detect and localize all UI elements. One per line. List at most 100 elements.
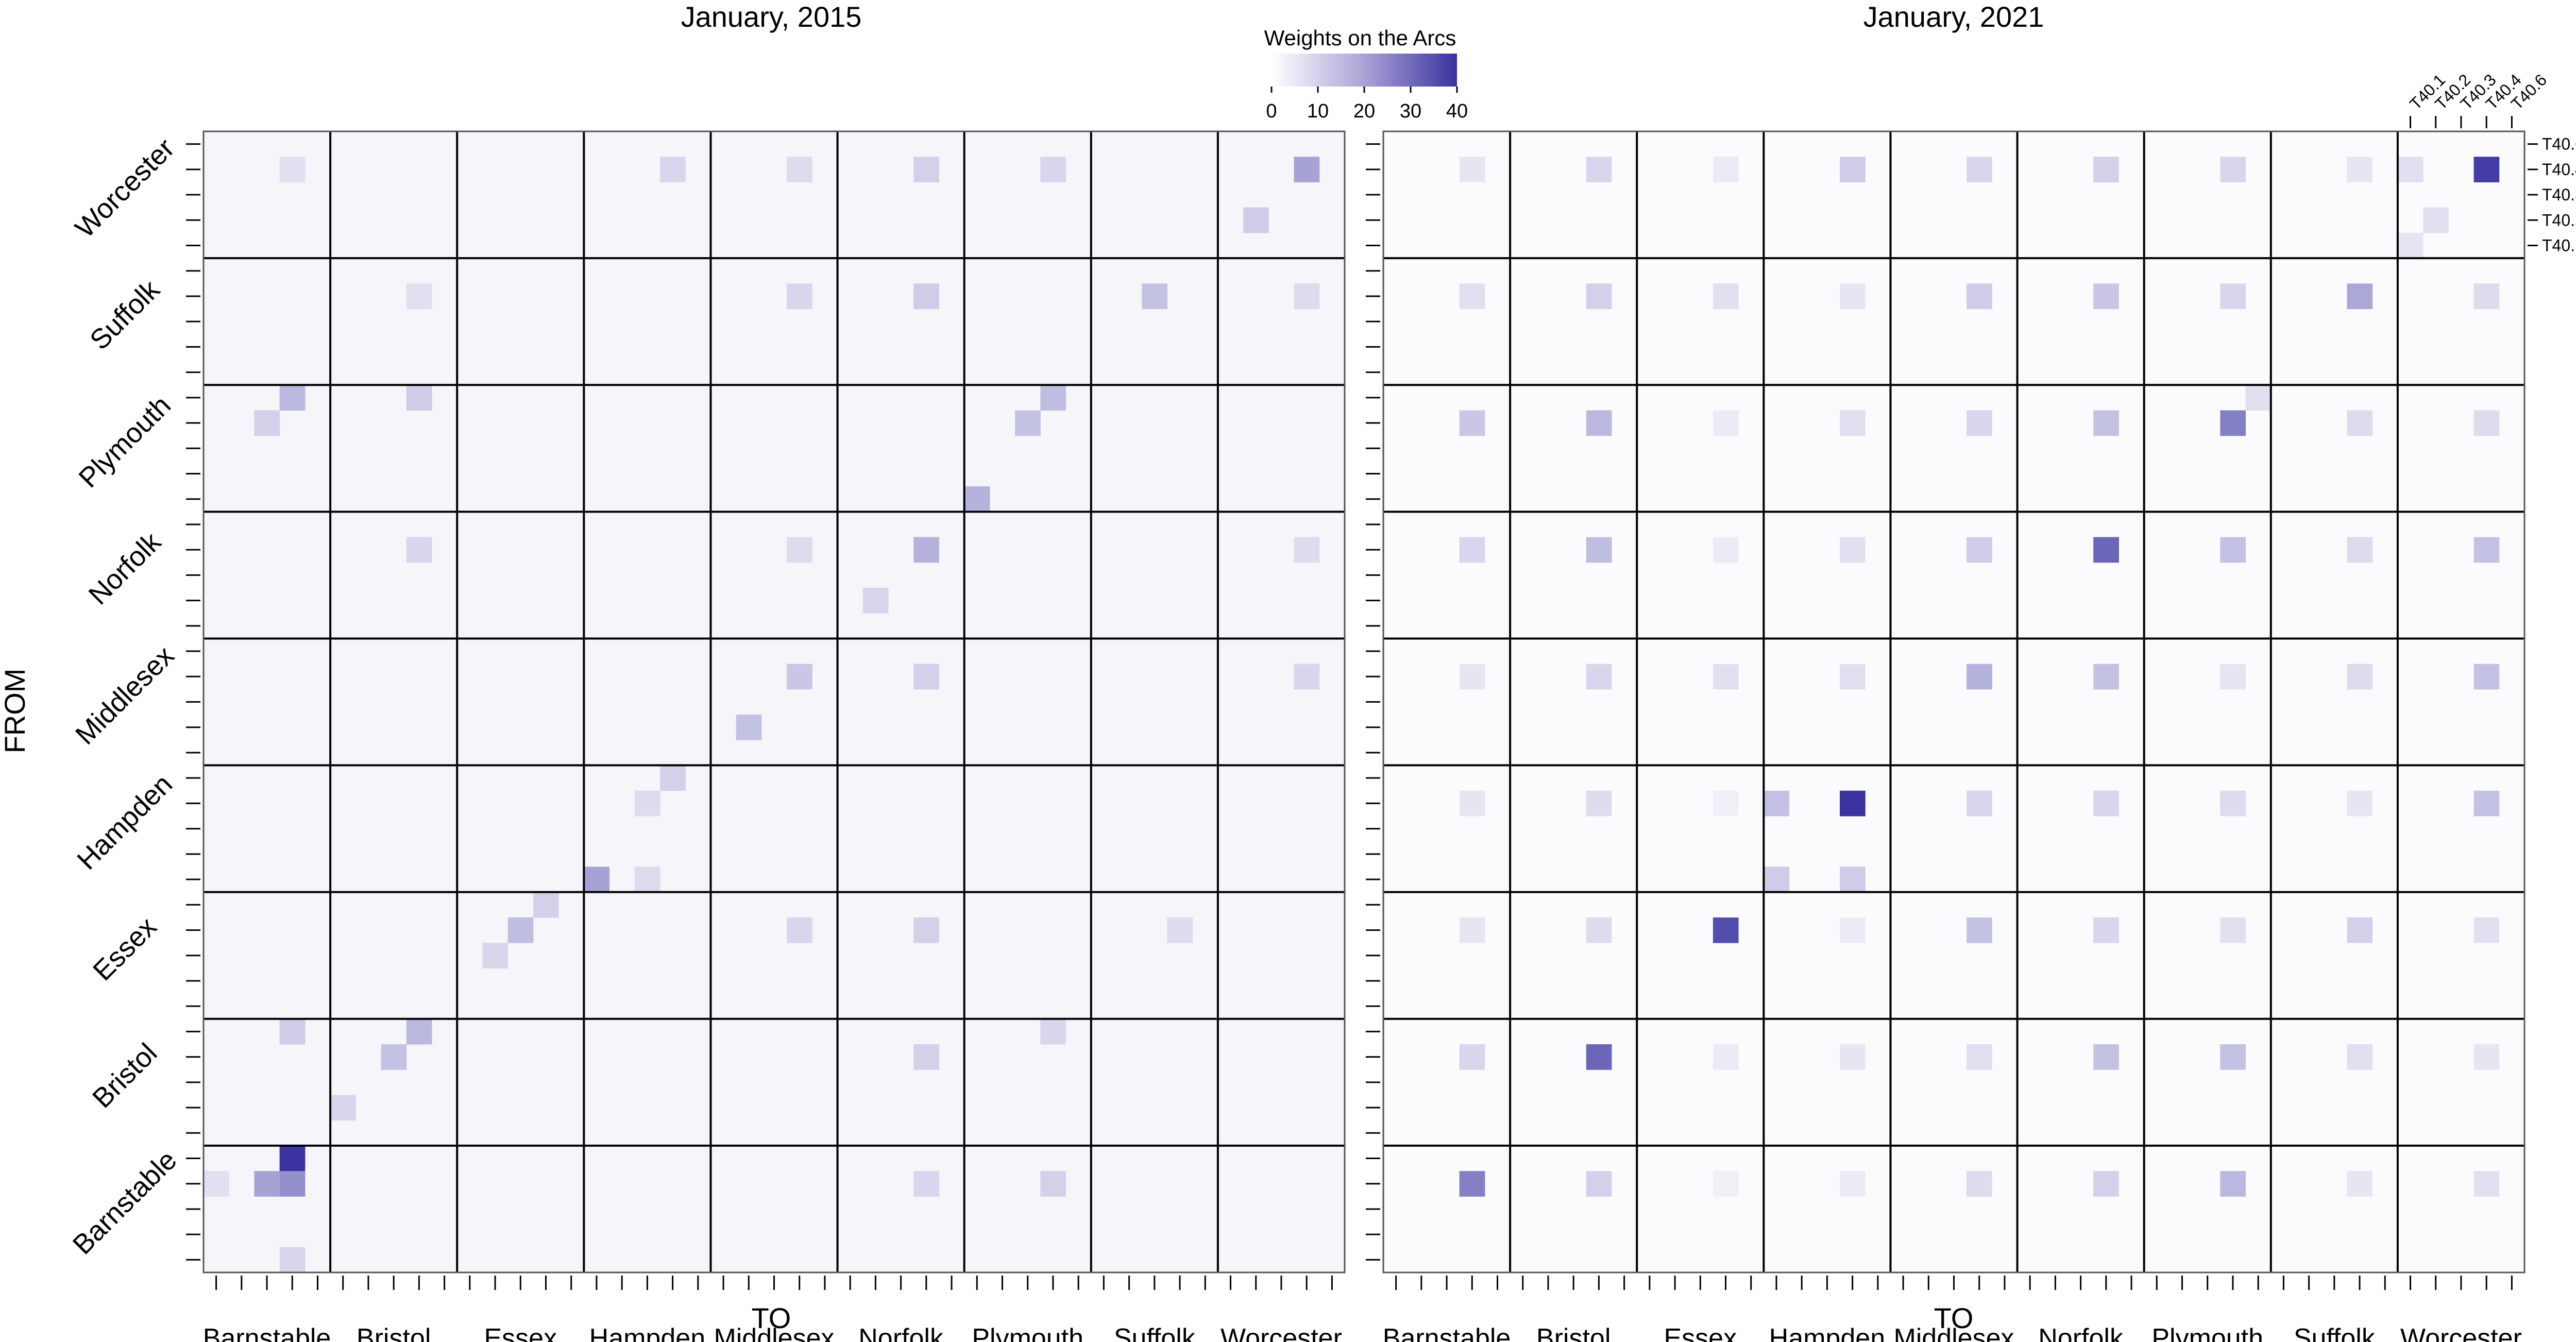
heatmap-cell	[330, 1095, 356, 1121]
legend-title: Weights on the Arcs	[1264, 26, 1456, 50]
heatmap-cell	[787, 664, 812, 690]
sub-level-label-right: T40.2	[2542, 211, 2576, 229]
heatmap-cell	[2093, 157, 2119, 182]
heatmap-cell	[2347, 790, 2373, 817]
heatmap-cell	[862, 588, 889, 614]
heatmap-cell	[1142, 283, 1167, 310]
left-panel-title: January, 2015	[681, 1, 862, 33]
heatmap-cell	[1586, 1171, 1612, 1197]
x-block-label: Worcester	[1221, 1323, 1342, 1342]
heatmap-cell	[1713, 917, 1739, 943]
y-block-label: Suffolk	[84, 274, 166, 355]
x-block-label: Middlesex	[1893, 1323, 2014, 1342]
heatmap-cell	[254, 1171, 280, 1197]
heatmap-cell	[2347, 1044, 2373, 1070]
x-block-label: Worcester	[2400, 1323, 2522, 1342]
legend-tick-label: 30	[1400, 100, 1421, 122]
heatmap-cell	[913, 1171, 939, 1197]
heatmap-cell	[406, 1018, 432, 1045]
heatmap-cell	[1967, 410, 1992, 436]
heatmap-cell	[584, 867, 610, 893]
heatmap-cell	[2347, 537, 2373, 563]
y-block-label: Middlesex	[70, 640, 180, 751]
heatmap-cell	[913, 157, 939, 182]
heatmap-cell	[964, 486, 990, 512]
heatmap-cell	[279, 1018, 306, 1045]
heatmap-cell	[1586, 537, 1612, 563]
heatmap-background	[204, 131, 1345, 1272]
heatmap-cell	[1840, 410, 1866, 436]
y-block-label: Plymouth	[73, 390, 177, 494]
heatmap-cell	[2220, 410, 2246, 436]
y-block-label: Essex	[87, 911, 162, 987]
heatmap-cell	[913, 537, 939, 563]
heatmap-cell	[913, 664, 939, 690]
heatmap-cell	[660, 157, 686, 182]
heatmap-cell	[2093, 537, 2119, 563]
legend-tick-label: 40	[1446, 100, 1468, 122]
heatmap-cell	[1040, 157, 1066, 182]
heatmap-cell	[1294, 664, 1320, 690]
heatmap-cell	[1459, 283, 1485, 310]
heatmap-cell	[2093, 790, 2119, 817]
heatmap-cell	[2347, 664, 2373, 690]
heatmap-cell	[2347, 410, 2373, 436]
heatmap-cell	[1040, 385, 1066, 411]
heatmap-cell	[1967, 1171, 1992, 1197]
heatmap-cell	[1713, 790, 1739, 817]
heatmap-cell	[533, 892, 559, 918]
heatmap-cell	[1459, 157, 1485, 182]
panel-border	[202, 130, 1346, 1273]
heatmap-cell	[2220, 917, 2246, 943]
sub-level-label-right: T40.3	[2542, 185, 2576, 204]
heatmap-cell	[660, 765, 686, 791]
y-axis-title: FROM	[0, 669, 31, 754]
heatmap-cell	[1840, 917, 1866, 943]
heatmap-cell	[1586, 1044, 1612, 1070]
heatmap-cell	[279, 1247, 306, 1273]
heatmap-cell	[2093, 1044, 2119, 1070]
x-block-label: Middlesex	[714, 1323, 834, 1342]
heatmap-cell	[1040, 1171, 1066, 1197]
heatmap-cell	[1840, 157, 1866, 182]
heatmap-background	[1383, 131, 2524, 1272]
heatmap-cell	[1967, 537, 1992, 563]
heatmap-cell	[1586, 790, 1612, 817]
heatmap-cell	[913, 917, 939, 943]
heatmap-cell	[1459, 1171, 1485, 1197]
heatmap-cell	[2473, 917, 2500, 943]
heatmap-cell	[1243, 207, 1269, 233]
legend-tick-label: 20	[1353, 100, 1375, 122]
heatmap-cell	[279, 1171, 306, 1197]
heatmap-cell	[736, 715, 762, 740]
heatmap-cell	[406, 283, 432, 310]
heatmap-cell	[1764, 790, 1790, 817]
x-block-label: Norfolk	[858, 1323, 944, 1342]
heatmap-cell	[1713, 283, 1739, 310]
sub-level-label-right: T40.6	[2542, 135, 2576, 154]
left-heatmap-panel: Barnstable Bristol Essex Hampden Middlesex No…	[67, 130, 1346, 1342]
y-block-label: Hampden	[71, 769, 178, 876]
y-block-label: Barnstable	[67, 1145, 183, 1261]
heatmap-cell	[787, 157, 812, 182]
heatmap-cell	[279, 157, 306, 182]
x-block-label: Barnstable	[203, 1323, 331, 1342]
heatmap-cell	[2473, 1044, 2500, 1070]
heatmap-cell	[1459, 410, 1485, 436]
heatmap-cell	[1840, 867, 1866, 893]
heatmap-cell	[2423, 207, 2449, 233]
x-block-label: Barnstable	[1383, 1323, 1511, 1342]
heatmap-cell	[2347, 157, 2373, 182]
panel-border	[1382, 130, 2526, 1273]
heatmap-cell	[1294, 283, 1320, 310]
heatmap-cell	[1713, 157, 1739, 182]
x-block-label: Bristol	[1536, 1323, 1611, 1342]
heatmap-cell	[1967, 664, 1992, 690]
x-block-label: Suffolk	[2294, 1323, 2376, 1342]
heatmap-cell	[1459, 917, 1485, 943]
heatmap-cell	[2245, 385, 2272, 411]
heatmap-cell	[1967, 790, 1992, 817]
heatmap-cell	[2473, 410, 2500, 436]
heatmap-cell	[2220, 157, 2246, 182]
